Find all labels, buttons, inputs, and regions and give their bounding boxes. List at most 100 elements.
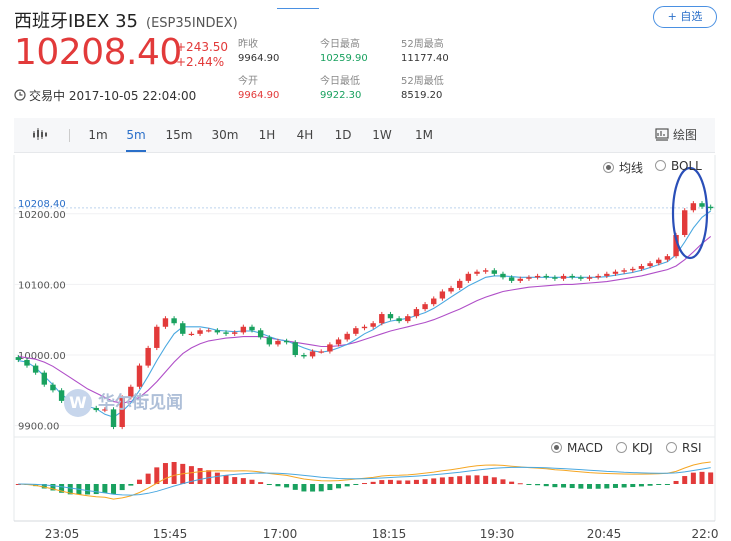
clock-icon <box>14 89 26 101</box>
candle-body <box>673 234 679 257</box>
stat-52w-high: 52周最高 11177.40 <box>401 38 449 66</box>
candle-body <box>543 275 549 278</box>
stat-value: 9922.30 <box>320 90 362 101</box>
period-tab-4h[interactable]: 4H <box>296 128 314 142</box>
stat-open: 今开 9964.90 <box>238 75 279 103</box>
draw-icon <box>655 128 669 141</box>
macd-bar <box>569 484 575 489</box>
candle-body <box>93 407 99 411</box>
stat-day-low: 今日最低 9922.30 <box>320 75 361 103</box>
macd-bar <box>223 475 229 484</box>
candle-body <box>283 340 290 343</box>
candle-body <box>534 275 541 278</box>
candle-body <box>699 203 705 207</box>
period-tab-15m[interactable]: 15m <box>165 128 193 142</box>
y-tick-label: 10200.00 <box>18 210 66 221</box>
watermark-logo-icon: W <box>64 389 92 417</box>
macd-bar <box>284 484 290 488</box>
period-tab-1d[interactable]: 1D <box>334 128 352 142</box>
candle-body <box>379 314 385 324</box>
stat-label: 今日最低 <box>320 76 360 87</box>
candle-body <box>578 277 584 279</box>
rsi-toggle[interactable]: RSI <box>666 441 702 455</box>
ma-fast-line <box>18 210 712 418</box>
x-tick-label: 15:45 <box>153 527 188 541</box>
macd-bar <box>206 470 212 484</box>
x-tick-label: 23:05 <box>45 527 80 541</box>
stat-value: 8519.20 <box>401 90 443 101</box>
macd-bar <box>327 484 333 491</box>
macd-bar <box>275 484 281 487</box>
candle-body <box>292 342 298 355</box>
macd-bar <box>621 484 627 488</box>
macd-bar <box>266 484 272 485</box>
highlight-ellipse <box>671 166 709 260</box>
macd-toggle[interactable]: MACD <box>551 441 603 455</box>
macd-bar <box>431 478 437 484</box>
candle-body <box>50 384 56 391</box>
chart-toolbar: 1m 5m 15m 30m 1H 4H 1D 1W 1M 绘图 <box>14 118 715 153</box>
stat-label: 52周最高 <box>401 39 444 50</box>
candle-body <box>58 390 65 401</box>
macd-bar <box>50 484 56 491</box>
period-tab-5m[interactable]: 5m <box>122 118 150 152</box>
candle-body <box>361 326 368 329</box>
boll-toggle[interactable]: BOLL <box>655 159 702 173</box>
macd-bar <box>370 481 376 484</box>
candle-body <box>24 359 30 366</box>
ma-toggle[interactable]: 均线 <box>603 159 643 176</box>
y-tick-label: 10100.00 <box>18 280 66 291</box>
chart-type-candle-icon[interactable] <box>26 118 54 152</box>
period-tab-1m[interactable]: 1m <box>88 128 108 142</box>
candle-body <box>465 273 472 281</box>
rsi-label: RSI <box>682 441 702 455</box>
macd-bar <box>578 484 584 489</box>
macd-bar <box>344 484 350 487</box>
current-price-label: 10208.40 <box>18 199 66 210</box>
period-tab-30m[interactable]: 30m <box>211 128 239 142</box>
period-tab-1w[interactable]: 1W <box>372 128 392 142</box>
stat-52w-low: 52周最低 8519.20 <box>401 75 444 103</box>
macd-bar <box>552 484 558 488</box>
macd-bar <box>448 476 454 484</box>
stat-value: 9964.90 <box>238 53 280 64</box>
candle-body <box>500 273 506 278</box>
candle-body <box>586 277 593 279</box>
candle-body <box>180 323 186 334</box>
macd-dif-line <box>18 461 711 500</box>
macd-bar <box>232 477 238 484</box>
candle-body <box>526 277 532 279</box>
macd-bar <box>310 484 316 492</box>
candle-body <box>128 386 134 398</box>
period-tab-1h[interactable]: 1H <box>258 128 276 142</box>
macd-bar <box>526 484 532 485</box>
candle-body <box>353 328 359 334</box>
candle-body <box>102 409 108 411</box>
macd-bar <box>387 479 393 484</box>
ma-label: 均线 <box>619 161 644 175</box>
macd-dea-line <box>18 466 711 496</box>
period-tab-1mo[interactable]: 1M <box>415 128 433 142</box>
radio-checked-icon <box>603 162 614 173</box>
candle-body <box>690 203 697 211</box>
candle-body <box>638 266 645 269</box>
kdj-toggle[interactable]: KDJ <box>616 441 653 455</box>
change-percent: +2.44% <box>176 55 225 69</box>
macd-bar <box>543 484 549 487</box>
x-tick-label: 18:15 <box>372 527 407 541</box>
macd-bar <box>396 480 402 484</box>
macd-bar <box>405 480 411 484</box>
candle-body <box>612 271 619 274</box>
draw-button[interactable]: 绘图 <box>650 118 702 152</box>
macd-bar <box>318 484 324 492</box>
add-watchlist-button[interactable]: + 自选 <box>653 6 717 28</box>
candle-body <box>405 316 411 322</box>
macd-bar <box>535 484 541 486</box>
candle-body <box>413 309 420 317</box>
macd-bar <box>656 484 662 485</box>
candle-body <box>431 298 437 305</box>
candle-body <box>560 275 567 279</box>
macd-bar <box>41 484 47 489</box>
macd-bar <box>353 484 359 485</box>
